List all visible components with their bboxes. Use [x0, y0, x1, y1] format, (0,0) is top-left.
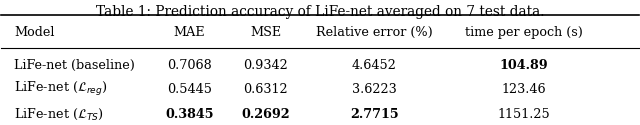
Text: MAE: MAE: [173, 26, 205, 39]
Text: 0.7068: 0.7068: [167, 59, 212, 72]
Text: 4.6452: 4.6452: [352, 59, 397, 72]
Text: time per epoch (s): time per epoch (s): [465, 26, 583, 39]
Text: Table 1: Prediction accuracy of LiFe-net averaged on 7 test data.: Table 1: Prediction accuracy of LiFe-net…: [96, 5, 544, 19]
Text: 3.6223: 3.6223: [352, 83, 397, 96]
Text: 1151.25: 1151.25: [497, 108, 550, 121]
Text: Model: Model: [14, 26, 54, 39]
Text: 2.7715: 2.7715: [350, 108, 399, 121]
Text: 0.9342: 0.9342: [243, 59, 288, 72]
Text: 0.5445: 0.5445: [167, 83, 212, 96]
Text: MSE: MSE: [250, 26, 282, 39]
Text: LiFe-net ($\mathcal{L}_{TS}$): LiFe-net ($\mathcal{L}_{TS}$): [14, 107, 104, 122]
Text: 0.2692: 0.2692: [241, 108, 290, 121]
Text: 123.46: 123.46: [502, 83, 546, 96]
Text: LiFe-net ($\mathcal{L}_{reg}$): LiFe-net ($\mathcal{L}_{reg}$): [14, 80, 108, 98]
Text: 0.6312: 0.6312: [244, 83, 288, 96]
Text: Relative error (%): Relative error (%): [316, 26, 433, 39]
Text: 104.89: 104.89: [500, 59, 548, 72]
Text: 0.3845: 0.3845: [165, 108, 214, 121]
Text: LiFe-net (baseline): LiFe-net (baseline): [14, 59, 135, 72]
